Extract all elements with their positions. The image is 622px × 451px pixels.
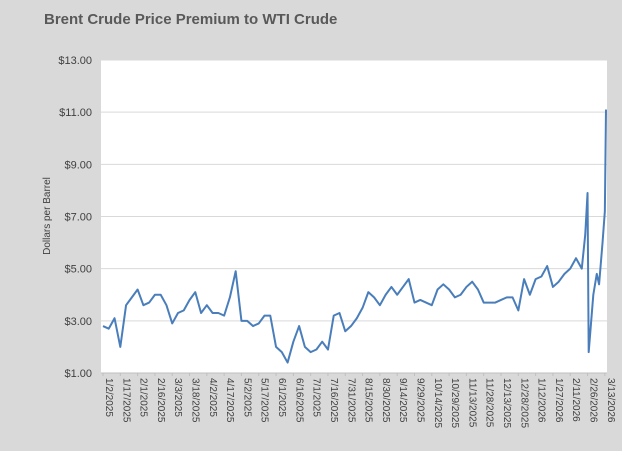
x-tick-label: 7/16/2025 [328,378,339,423]
x-tick-label: 9/29/2025 [414,378,425,423]
x-tick-label: 1/27/2026 [553,378,564,423]
x-tick-label: 5/2/2025 [241,378,252,417]
y-tick-label: $13.00 [58,55,92,67]
y-tick-label: $5.00 [64,264,92,276]
y-tick-label: $1.00 [64,368,92,380]
x-tick-label: 2/16/2025 [155,378,166,423]
x-tick-label: 11/13/2025 [466,378,477,428]
x-tick-label: 3/18/2025 [190,378,201,423]
x-tick-label: 8/15/2025 [363,378,374,423]
chart-title: Brent Crude Price Premium to WTI Crude [44,11,337,28]
x-tick-label: 2/26/2026 [588,378,599,423]
x-tick-label: 4/2/2025 [207,378,218,417]
x-tick-label: 3/13/2026 [605,378,616,423]
x-tick-label: 5/17/2025 [259,378,270,423]
data-line [102,109,607,364]
x-tick-label: 10/14/2025 [432,378,443,428]
x-tick-label: 2/11/2026 [570,378,581,422]
x-tick-label: 7/1/2025 [311,378,322,417]
x-tick-label: 2/1/2025 [138,378,149,417]
x-tick-label: 6/1/2025 [276,378,287,417]
x-tick-label: 1/2/2025 [103,378,114,417]
x-tick-label: 7/31/2025 [345,378,356,423]
y-axis-title: Dollars per Barrel [42,177,53,255]
x-tick-label: 10/29/2025 [449,378,460,428]
y-tick-label: $7.00 [64,212,92,224]
x-tick-label: 12/28/2025 [518,378,529,428]
x-tick-label: 6/16/2025 [293,378,304,423]
x-tick-label: 4/17/2025 [224,378,235,423]
x-tick-label: 3/3/2025 [172,378,183,417]
x-tick-label: 9/14/2025 [397,378,408,423]
x-tick-label: 1/17/2025 [120,378,131,423]
x-tick-label: 1/12/2026 [536,378,547,423]
x-tick-label: 12/13/2025 [501,378,512,428]
y-tick-label: $3.00 [64,316,92,328]
x-tick-label: 11/28/2025 [484,378,495,428]
x-tick-label: 8/30/2025 [380,378,391,423]
y-tick-label: $11.00 [59,107,92,119]
y-tick-label: $9.00 [64,159,92,171]
